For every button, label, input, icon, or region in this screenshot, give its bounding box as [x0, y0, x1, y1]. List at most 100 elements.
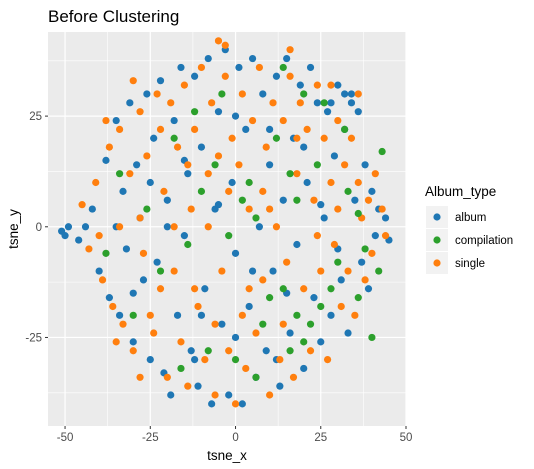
- data-point-single: [334, 116, 342, 125]
- data-point-album: [214, 108, 223, 116]
- data-point-compilation: [306, 320, 315, 328]
- data-point-album: [259, 90, 267, 98]
- data-point-single: [150, 329, 158, 337]
- data-point-album: [180, 232, 188, 240]
- data-point-album: [231, 112, 240, 120]
- data-point-album: [303, 178, 311, 187]
- data-point-album: [150, 134, 158, 142]
- data-point-single: [381, 232, 390, 240]
- data-point-album: [218, 320, 226, 328]
- data-point-album: [255, 223, 263, 231]
- data-point-single: [180, 81, 188, 89]
- data-points: [58, 37, 393, 408]
- data-point-album: [156, 77, 165, 85]
- data-point-compilation: [313, 161, 321, 169]
- data-point-single: [371, 170, 379, 178]
- legend-label-single: single: [455, 258, 485, 270]
- data-point-album: [300, 143, 308, 151]
- data-point-compilation: [238, 196, 246, 204]
- data-point-single: [231, 400, 240, 408]
- data-point-compilation: [170, 134, 178, 142]
- legend-title: Album_type: [425, 184, 496, 199]
- data-point-album: [197, 311, 206, 319]
- data-point-single: [262, 143, 270, 151]
- data-point-single: [293, 134, 301, 142]
- data-point-compilation: [344, 187, 352, 195]
- data-point-single: [146, 311, 154, 319]
- data-point-compilation: [225, 232, 233, 240]
- data-point-album: [327, 99, 335, 107]
- data-point-compilation: [317, 302, 325, 311]
- data-point-single: [242, 364, 250, 373]
- legend-key-album: [433, 213, 441, 221]
- data-point-compilation: [286, 170, 294, 178]
- data-point-album: [191, 355, 199, 364]
- data-point-album: [187, 347, 195, 355]
- legend-label-album: album: [455, 212, 486, 224]
- data-point-album: [116, 311, 124, 319]
- data-point-single: [259, 187, 267, 195]
- data-point-album: [231, 333, 240, 342]
- data-point-single: [303, 125, 311, 133]
- data-point-album: [269, 267, 277, 275]
- data-point-single: [163, 373, 171, 381]
- data-point-single: [225, 187, 233, 195]
- data-point-single: [92, 178, 100, 187]
- data-point-single: [136, 214, 144, 222]
- data-point-single: [378, 205, 386, 213]
- data-point-single: [313, 81, 321, 89]
- y-tick-label: 0: [36, 222, 42, 234]
- y-tick-label: 25: [29, 111, 42, 123]
- data-point-album: [361, 161, 369, 169]
- data-point-album: [191, 72, 199, 80]
- data-point-single: [214, 152, 223, 160]
- data-point-single: [327, 178, 335, 187]
- data-point-album: [368, 187, 376, 195]
- data-point-album: [272, 72, 281, 80]
- data-point-single: [361, 276, 369, 284]
- data-point-album: [283, 54, 291, 63]
- data-point-album: [306, 63, 315, 72]
- data-point-album: [194, 382, 202, 390]
- data-point-album: [248, 54, 257, 63]
- data-point-single: [351, 311, 359, 319]
- data-point-album: [129, 338, 137, 346]
- data-point-single: [197, 63, 206, 72]
- data-point-compilation: [245, 178, 253, 187]
- data-point-single: [252, 329, 260, 337]
- data-point-single: [266, 391, 274, 399]
- data-point-single: [276, 355, 284, 364]
- data-point-compilation: [361, 245, 369, 253]
- data-point-album: [341, 90, 349, 98]
- data-point-album: [163, 223, 171, 231]
- data-point-album: [201, 285, 209, 293]
- legend-entries: album compilation single: [426, 206, 513, 274]
- data-point-single: [317, 267, 325, 275]
- data-point-single: [347, 134, 356, 142]
- data-point-album: [146, 355, 154, 364]
- data-point-single: [191, 125, 199, 133]
- data-point-single: [119, 320, 127, 328]
- data-point-single: [201, 355, 209, 364]
- data-point-single: [228, 134, 236, 142]
- data-point-single: [225, 347, 233, 355]
- data-point-album: [327, 311, 335, 319]
- data-point-single: [129, 347, 137, 355]
- data-point-album: [102, 156, 110, 164]
- data-point-album: [248, 267, 257, 275]
- data-point-album: [266, 125, 274, 133]
- data-point-compilation: [116, 170, 124, 178]
- axis-ticks: -50 -25 0 25 50 -25 0 25: [25, 111, 412, 444]
- data-point-album: [276, 382, 284, 390]
- data-point-single: [98, 276, 107, 284]
- data-point-single: [283, 258, 291, 266]
- data-point-single: [221, 72, 229, 80]
- data-point-single: [116, 125, 124, 133]
- data-point-single: [204, 170, 212, 178]
- data-point-album: [262, 347, 270, 355]
- data-point-compilation: [252, 214, 260, 222]
- data-point-album: [170, 116, 178, 125]
- data-point-single: [368, 249, 376, 257]
- data-point-single: [266, 205, 274, 213]
